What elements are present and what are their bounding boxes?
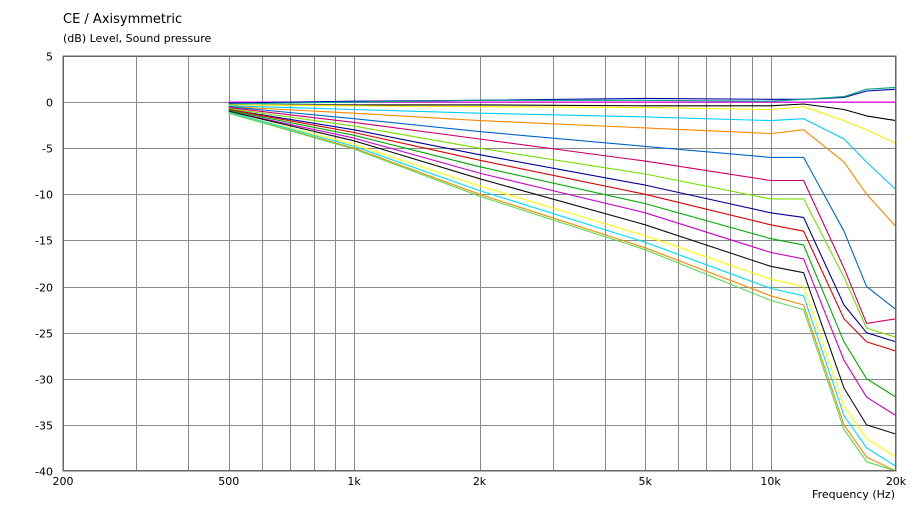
plot-area	[62, 55, 897, 472]
x-tick-label: 20k	[886, 475, 907, 488]
series-line	[228, 108, 897, 352]
x-tick-label: 10k	[760, 475, 781, 488]
series-line	[228, 111, 897, 458]
chart-title: CE / Axisymmetric	[63, 12, 183, 27]
series-line	[228, 111, 897, 467]
x-tick-label: 5k	[639, 475, 653, 488]
x-tick-label: 2k	[473, 475, 487, 488]
series-line	[228, 112, 897, 472]
y-tick-label: 5	[46, 51, 53, 64]
x-tick-label: 500	[218, 475, 239, 488]
series-line	[228, 112, 897, 472]
y-tick-label: -5	[42, 143, 53, 156]
series-line	[228, 108, 897, 343]
plot-border	[63, 56, 896, 471]
x-axis-label: Frequency (Hz)	[812, 488, 895, 501]
y-tick-label: -35	[35, 420, 53, 433]
series-line	[228, 88, 897, 104]
series-line	[228, 110, 897, 435]
series-line	[228, 104, 897, 145]
y-tick-label: -25	[35, 328, 53, 341]
series-line	[228, 106, 897, 311]
y-tick-label: -40	[35, 466, 53, 479]
series-line	[228, 109, 897, 398]
y-tick-label: -20	[35, 282, 53, 295]
series-line	[228, 108, 897, 338]
series-line	[228, 103, 897, 122]
y-tick-label: -10	[35, 189, 53, 202]
series-line	[228, 86, 897, 105]
series-line	[228, 107, 897, 324]
y-tick-label: -30	[35, 374, 53, 387]
series-line	[228, 110, 897, 417]
series-line	[228, 106, 897, 227]
x-tick-label: 1k	[347, 475, 361, 488]
y-axis-label: (dB) Level, Sound pressure	[63, 32, 212, 45]
series-line	[228, 105, 897, 191]
y-tick-label: 0	[46, 97, 53, 110]
y-tick-label: -15	[35, 235, 53, 248]
x-tick-label: 200	[53, 475, 74, 488]
